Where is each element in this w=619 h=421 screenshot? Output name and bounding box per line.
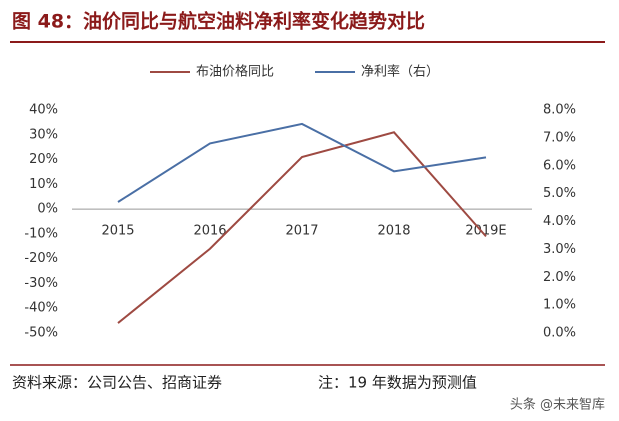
x-tick-label: 2018	[377, 224, 410, 239]
chart-title: 图 48：油价同比与航空油料净利率变化趋势对比	[12, 10, 425, 33]
y-tick-label: -10%	[24, 226, 58, 241]
y2-tick-label: 3.0%	[543, 242, 576, 257]
x-tick-label: 2016	[193, 224, 226, 239]
watermark: 头条 @未来智库	[510, 397, 605, 413]
y2-tick-label: 2.0%	[543, 270, 576, 285]
x-tick-label: 2019E	[465, 224, 506, 239]
series-line	[117, 122, 487, 203]
y2-tick-label: 8.0%	[543, 103, 576, 118]
y2-tick-label: 6.0%	[543, 158, 576, 173]
y2-tick-label: 4.0%	[543, 214, 576, 229]
y-tick-label: 0%	[37, 202, 58, 217]
y2-tick-label: 5.0%	[543, 186, 576, 201]
x-tick-label: 2017	[285, 224, 318, 239]
legend-label: 净利率（右）	[361, 64, 439, 80]
y2-tick-label: 0.0%	[543, 326, 576, 341]
y-tick-label: 40%	[29, 103, 58, 118]
y-tick-label: -30%	[24, 276, 58, 291]
note: 注：19 年数据为预测值	[318, 374, 477, 392]
y-tick-label: -20%	[24, 251, 58, 266]
y-tick-label: -50%	[24, 326, 58, 341]
legend-label: 布油价格同比	[196, 64, 274, 80]
y-tick-label: 20%	[29, 152, 58, 167]
y-tick-label: 30%	[29, 127, 58, 142]
x-tick-label: 2015	[101, 224, 134, 239]
y2-tick-label: 1.0%	[543, 298, 576, 313]
y-tick-label: -40%	[24, 301, 58, 316]
source: 资料来源：公司公告、招商证券	[12, 374, 222, 392]
y-tick-label: 10%	[29, 177, 58, 192]
y2-tick-label: 7.0%	[543, 130, 576, 145]
